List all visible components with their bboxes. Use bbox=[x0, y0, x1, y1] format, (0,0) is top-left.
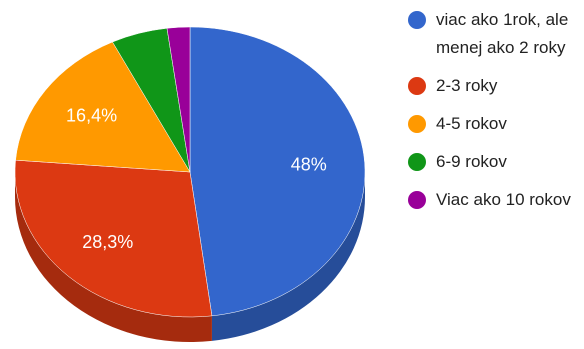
legend-marker bbox=[408, 77, 426, 95]
legend-label: 2-3 roky bbox=[436, 76, 498, 95]
slice bbox=[166, 26, 191, 173]
data-label: 16,4% bbox=[66, 105, 117, 125]
data-label: 28,3% bbox=[82, 232, 133, 252]
legend-item: viac ako 1rok, ale menej ako 2 roky bbox=[408, 6, 584, 62]
legend-item: 2-3 roky bbox=[408, 72, 584, 100]
legend-item: 4-5 rokov bbox=[408, 110, 584, 138]
legend-label: 6-9 rokov bbox=[436, 152, 507, 171]
legend-label: 4-5 rokov bbox=[436, 114, 507, 133]
legend: viac ako 1rok, ale menej ako 2 roky 2-3 r… bbox=[408, 6, 584, 214]
legend-marker bbox=[408, 191, 426, 209]
data-label: 48% bbox=[291, 155, 327, 175]
legend-marker bbox=[408, 153, 426, 171]
legend-marker bbox=[408, 115, 426, 133]
slice bbox=[15, 41, 191, 173]
legend-label: Viac ako 10 rokov bbox=[436, 190, 571, 209]
slice bbox=[14, 159, 213, 318]
pie: 48% 28,3% 16,4% bbox=[14, 26, 366, 342]
legend-item: Viac ako 10 rokov bbox=[408, 186, 584, 214]
legend-marker bbox=[408, 11, 426, 29]
slice-side bbox=[15, 172, 212, 342]
legend-label: viac ako 1rok, ale menej ako 2 roky bbox=[436, 10, 569, 57]
legend-item: 6-9 rokov bbox=[408, 148, 584, 176]
slice bbox=[189, 26, 366, 317]
slice-side bbox=[211, 172, 365, 341]
